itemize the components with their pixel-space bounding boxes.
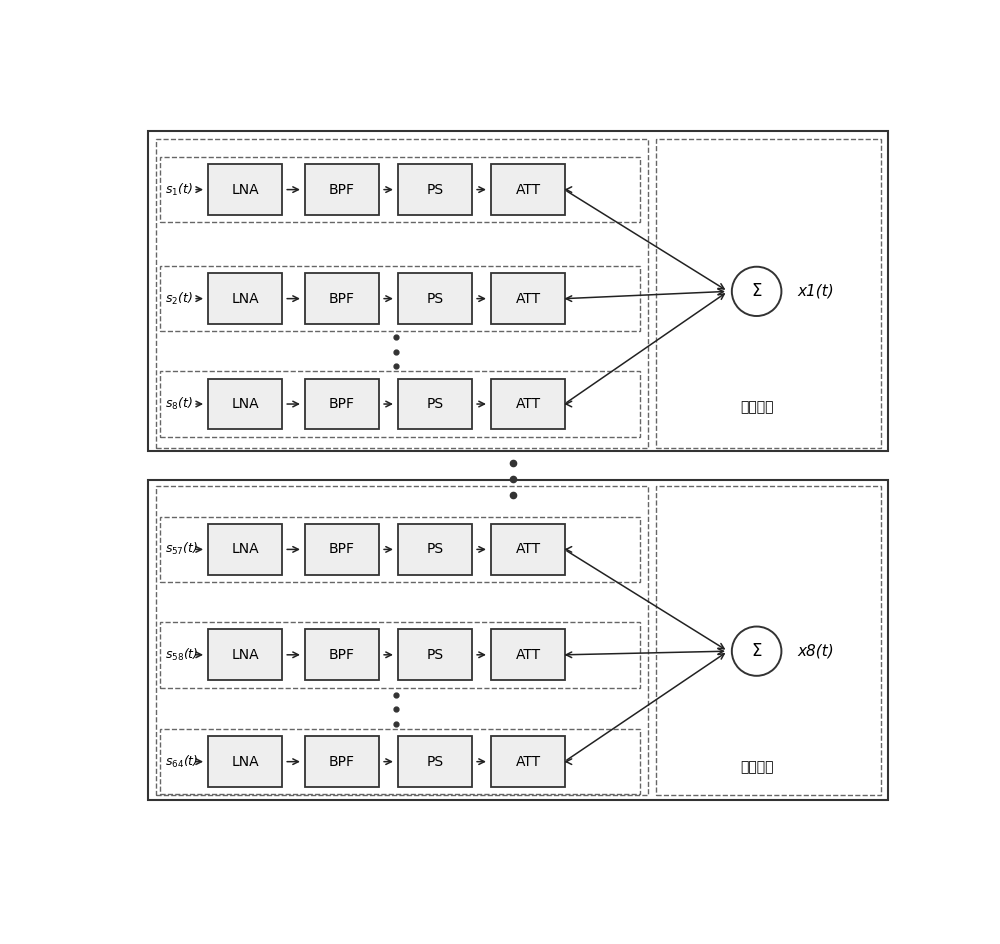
Text: s$_{64}$(t): s$_{64}$(t): [165, 753, 199, 769]
Text: PS: PS: [426, 648, 444, 662]
Bar: [491, 736, 565, 787]
Bar: [491, 164, 565, 215]
Text: BPF: BPF: [329, 292, 355, 306]
Text: PS: PS: [426, 182, 444, 196]
Text: LNA: LNA: [231, 648, 259, 662]
Text: BPF: BPF: [329, 754, 355, 768]
Text: s$_{57}$(t): s$_{57}$(t): [165, 541, 198, 558]
Text: LNA: LNA: [231, 292, 259, 306]
Bar: [160, 371, 640, 437]
Bar: [656, 486, 881, 795]
Bar: [156, 139, 648, 447]
Text: ATT: ATT: [515, 648, 541, 662]
Bar: [305, 736, 379, 787]
Text: LNA: LNA: [231, 754, 259, 768]
Text: PS: PS: [426, 754, 444, 768]
Text: ATT: ATT: [515, 182, 541, 196]
Bar: [656, 139, 881, 447]
Bar: [491, 524, 565, 575]
Bar: [160, 622, 640, 687]
Text: LNA: LNA: [231, 182, 259, 196]
Text: x1(t): x1(t): [797, 284, 834, 299]
Text: s$_8$(t): s$_8$(t): [165, 396, 193, 413]
Bar: [160, 516, 640, 582]
Text: $\Sigma$: $\Sigma$: [751, 282, 762, 300]
Bar: [305, 524, 379, 575]
Bar: [208, 736, 282, 787]
Text: BPF: BPF: [329, 182, 355, 196]
Text: BPF: BPF: [329, 543, 355, 556]
Text: LNA: LNA: [231, 543, 259, 556]
Bar: [208, 524, 282, 575]
Bar: [491, 273, 565, 324]
Text: LNA: LNA: [231, 397, 259, 411]
Text: PS: PS: [426, 397, 444, 411]
Bar: [160, 266, 640, 331]
Bar: [305, 164, 379, 215]
Bar: [156, 486, 648, 795]
Text: BPF: BPF: [329, 648, 355, 662]
Bar: [148, 131, 888, 451]
Bar: [398, 736, 472, 787]
Bar: [208, 164, 282, 215]
Text: s$_2$(t): s$_2$(t): [165, 291, 193, 307]
Text: BPF: BPF: [329, 397, 355, 411]
Text: ATT: ATT: [515, 397, 541, 411]
Text: 合成电路: 合成电路: [740, 761, 773, 774]
Text: PS: PS: [426, 292, 444, 306]
Text: s$_{58}$(t): s$_{58}$(t): [165, 647, 199, 663]
Bar: [398, 379, 472, 430]
Text: $\Sigma$: $\Sigma$: [751, 642, 762, 660]
Bar: [208, 630, 282, 681]
Bar: [148, 480, 888, 801]
Bar: [398, 630, 472, 681]
Bar: [491, 379, 565, 430]
Bar: [305, 273, 379, 324]
Text: ATT: ATT: [515, 754, 541, 768]
Text: 合成电路: 合成电路: [740, 400, 773, 414]
Text: ATT: ATT: [515, 543, 541, 556]
Text: s$_1$(t): s$_1$(t): [165, 181, 193, 197]
Bar: [160, 157, 640, 223]
Bar: [398, 164, 472, 215]
Text: ATT: ATT: [515, 292, 541, 306]
Bar: [208, 273, 282, 324]
Text: x8(t): x8(t): [797, 644, 834, 659]
Bar: [305, 379, 379, 430]
Bar: [160, 729, 640, 794]
Bar: [305, 630, 379, 681]
Bar: [398, 273, 472, 324]
Text: PS: PS: [426, 543, 444, 556]
Bar: [398, 524, 472, 575]
Bar: [491, 630, 565, 681]
Bar: [208, 379, 282, 430]
